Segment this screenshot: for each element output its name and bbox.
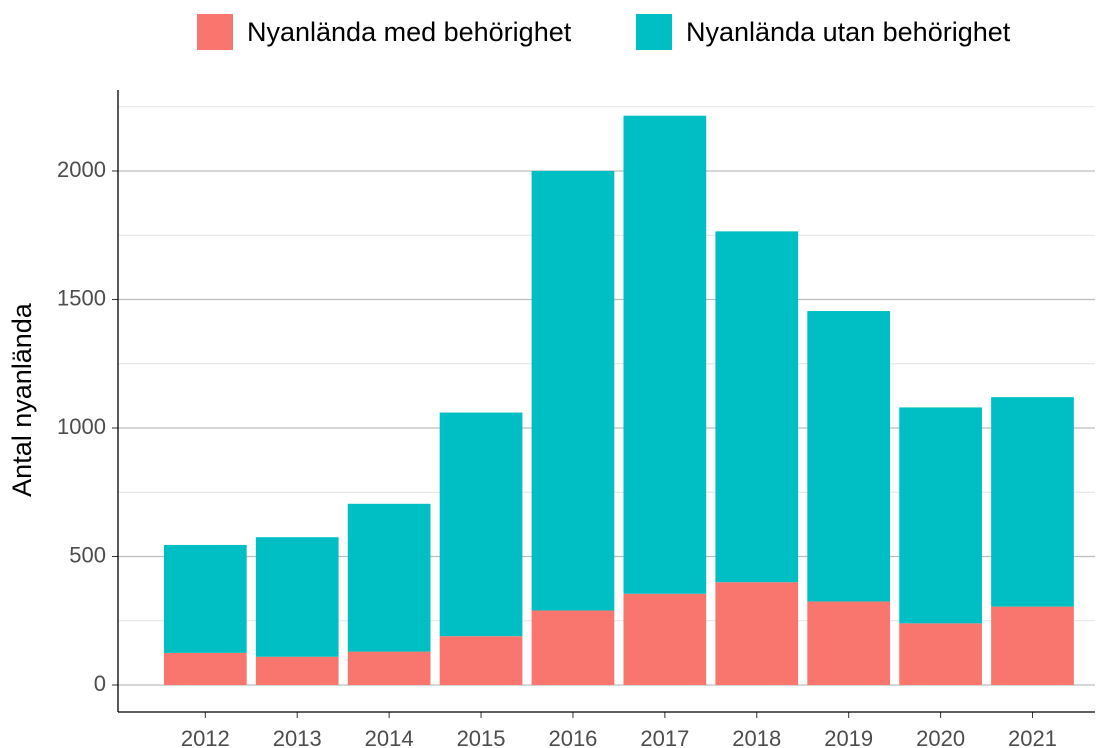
y-tick-label: 1500 xyxy=(57,285,106,310)
x-tick-label: 2021 xyxy=(1008,726,1057,748)
x-tick-label: 2014 xyxy=(365,726,414,748)
x-tick-label: 2019 xyxy=(824,726,873,748)
bar-segment xyxy=(991,397,1074,607)
legend-swatch xyxy=(636,14,672,50)
bar-segment xyxy=(163,544,247,653)
x-tick-label: 2012 xyxy=(181,726,230,748)
legend-swatch xyxy=(197,14,233,50)
x-tick-label: 2017 xyxy=(640,726,689,748)
bar-segment xyxy=(163,652,247,686)
bar-segment xyxy=(347,651,431,686)
y-tick-label: 2000 xyxy=(57,157,106,182)
bar-segment xyxy=(439,636,523,686)
y-tick-label: 500 xyxy=(69,542,106,567)
bar-segment xyxy=(899,623,982,686)
bar-segment xyxy=(623,115,707,594)
bar-segment xyxy=(807,311,891,602)
x-tick-label: 2020 xyxy=(916,726,965,748)
bar-segment xyxy=(255,656,339,686)
legend-label: Nyanlända med behörighet xyxy=(247,17,572,47)
bar-segment xyxy=(531,170,615,611)
y-tick-label: 0 xyxy=(94,671,106,696)
bar-segment xyxy=(807,601,891,686)
bar-segment xyxy=(715,231,799,583)
y-axis-title: Antal nyanlända xyxy=(7,302,37,497)
bar-segment xyxy=(347,503,431,652)
x-tick-label: 2018 xyxy=(732,726,781,748)
legend-label: Nyanlända utan behörighet xyxy=(686,17,1011,47)
bar-segment xyxy=(623,593,707,686)
bar-segment xyxy=(991,606,1074,686)
x-tick-label: 2013 xyxy=(273,726,322,748)
y-tick-label: 1000 xyxy=(57,414,106,439)
bar-segment xyxy=(715,582,799,686)
bar-segment xyxy=(899,407,982,624)
bar-segment xyxy=(439,412,523,637)
bar-segment xyxy=(531,610,615,686)
bar-segment xyxy=(255,537,339,657)
x-tick-label: 2015 xyxy=(457,726,506,748)
x-tick-label: 2016 xyxy=(548,726,597,748)
